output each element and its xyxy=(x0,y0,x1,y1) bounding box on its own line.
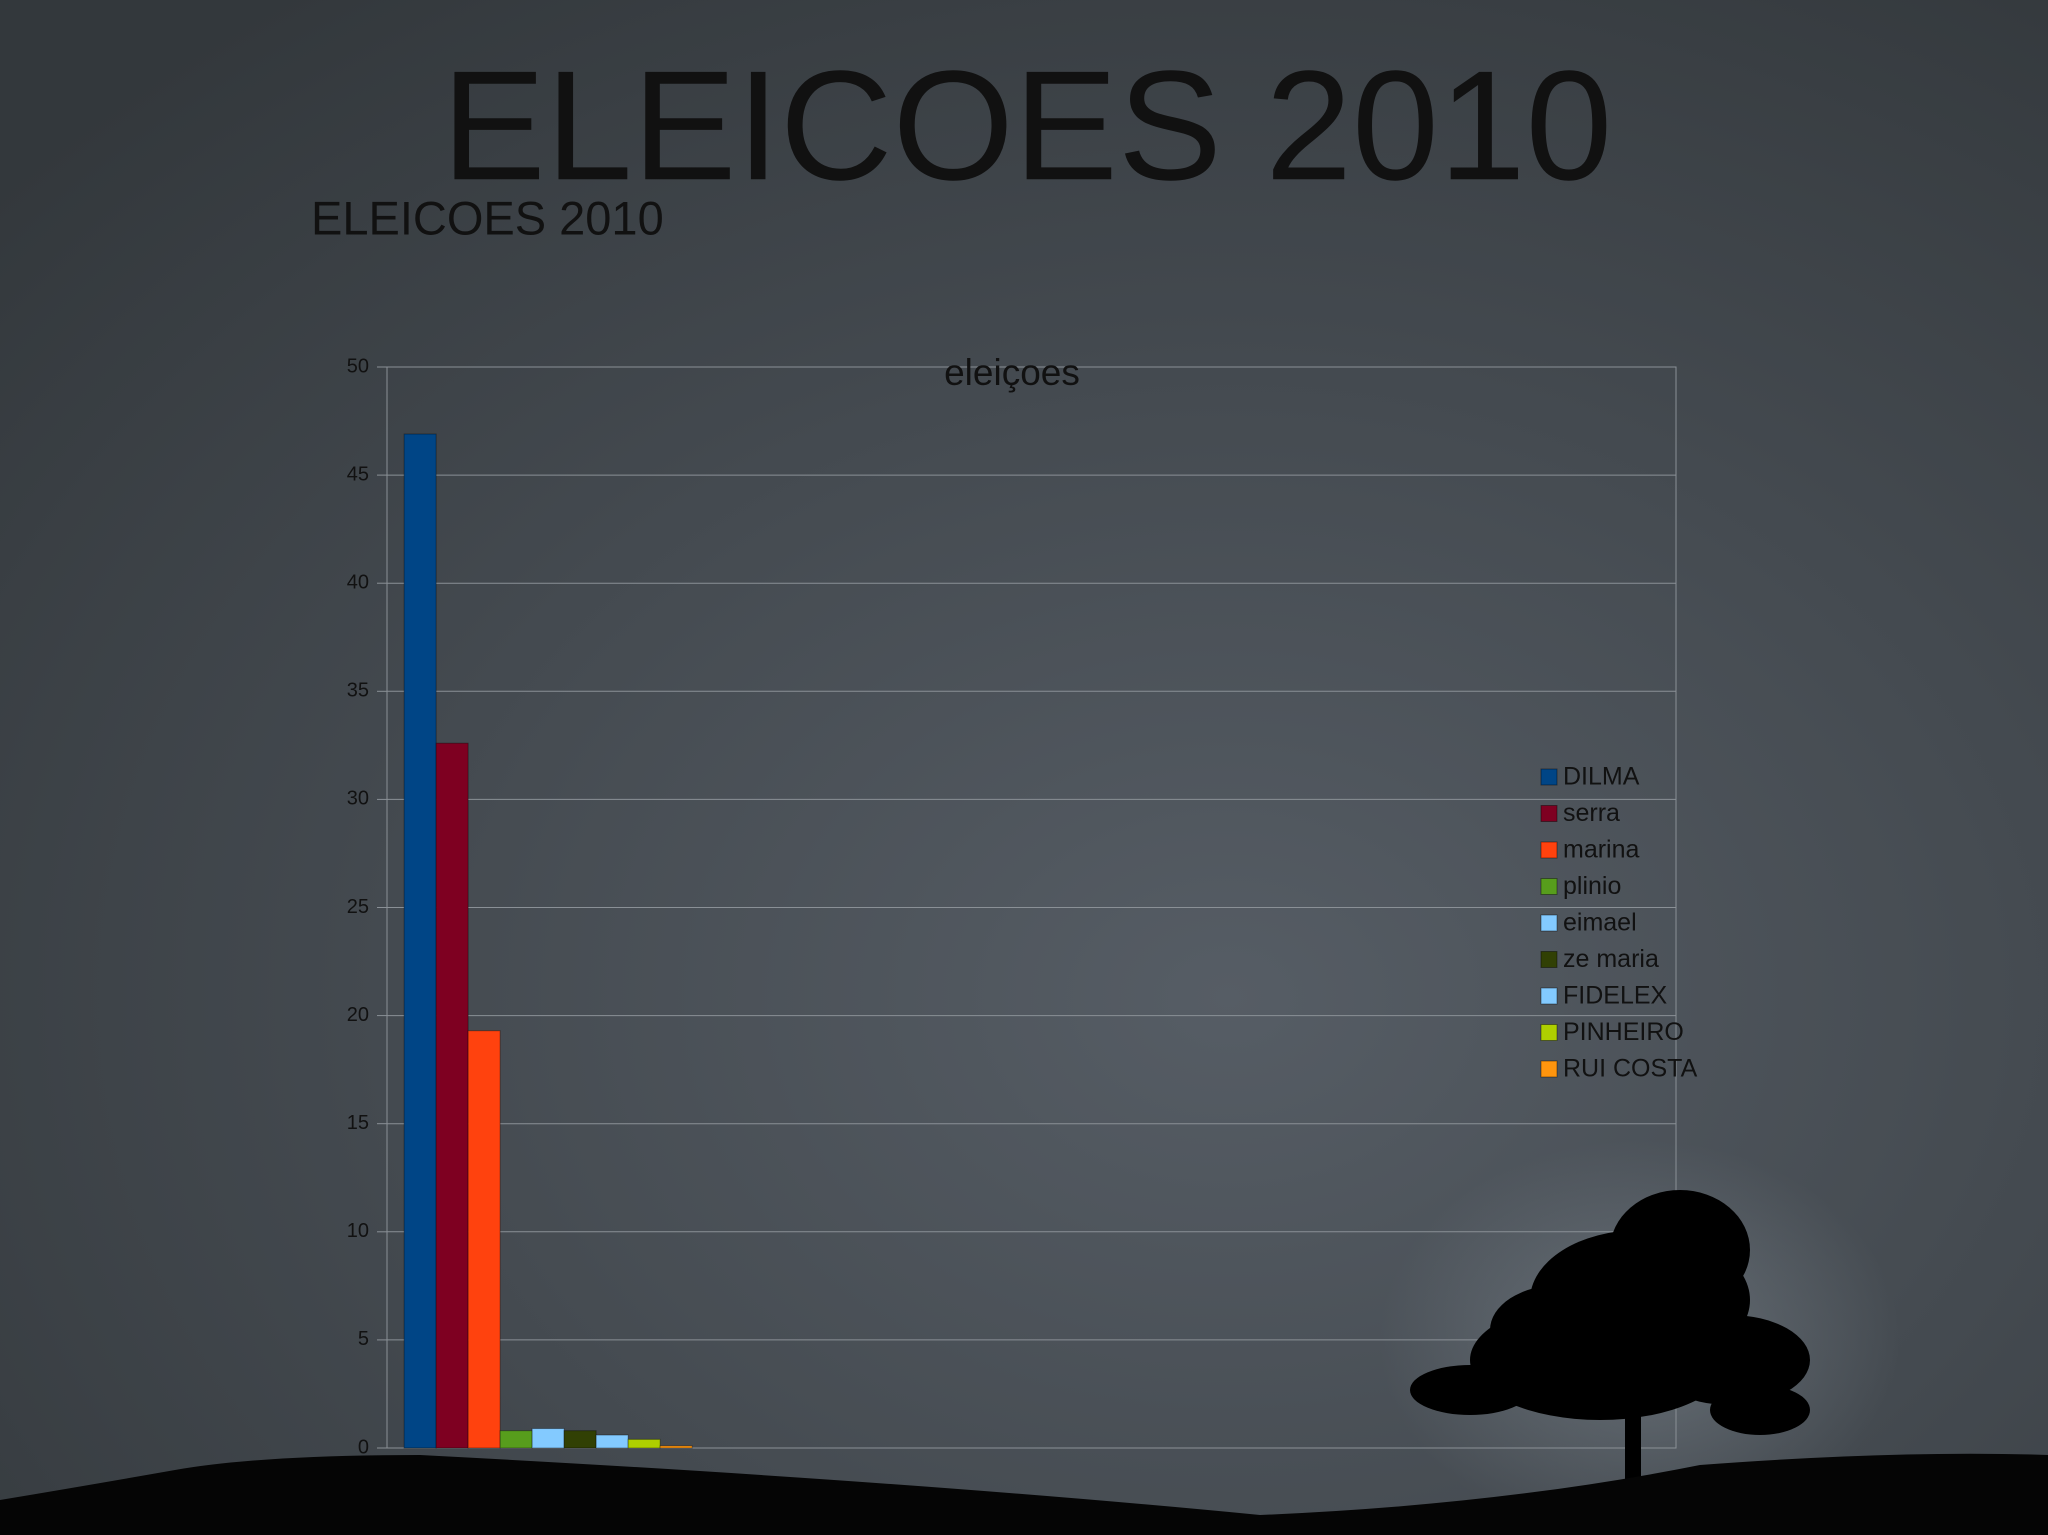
hill xyxy=(0,1453,2048,1535)
bar xyxy=(467,1030,501,1449)
legend-swatch xyxy=(1540,914,1558,932)
legend-swatch xyxy=(1540,987,1558,1005)
bar xyxy=(499,1430,533,1449)
y-tick-label: 20 xyxy=(347,1004,369,1026)
legend-swatch xyxy=(1540,1024,1558,1041)
chart-title: eleiçoes xyxy=(944,352,1080,393)
bar xyxy=(595,1434,629,1449)
y-tick-label: 0 xyxy=(358,1436,369,1458)
y-tick-label: 15 xyxy=(347,1112,369,1134)
legend-label: eimael xyxy=(1563,909,1637,937)
legend-label: serra xyxy=(1563,799,1620,827)
y-tick-label: 45 xyxy=(347,463,369,485)
plot-area: 0 5 10 15 20 25 30 35 40 45 50 DILMA serra marina plin… xyxy=(347,355,1698,1458)
tree xyxy=(1410,1190,1810,1480)
bar xyxy=(659,1445,693,1449)
bar xyxy=(435,742,469,1449)
legend-swatch xyxy=(1540,768,1558,786)
legend-label: ze maria xyxy=(1563,945,1659,973)
legend-swatch xyxy=(1540,878,1558,895)
slide-title: ELEICOES 2010 xyxy=(442,39,1613,213)
y-tick-label: 10 xyxy=(347,1220,369,1242)
legend-swatch xyxy=(1540,1060,1558,1078)
legend-swatch xyxy=(1540,841,1558,859)
y-tick-label: 35 xyxy=(347,680,369,702)
legend-label: DILMA xyxy=(1563,763,1640,791)
legend-label: FIDELEX xyxy=(1563,982,1668,1010)
legend-label: marina xyxy=(1563,836,1640,864)
y-tick-label: 25 xyxy=(347,896,369,918)
y-tick-label: 50 xyxy=(347,355,369,377)
y-tick-label: 5 xyxy=(358,1328,369,1350)
bar xyxy=(403,433,437,1449)
bar xyxy=(531,1428,565,1449)
y-tick-label: 40 xyxy=(347,571,369,593)
y-tick-label: 30 xyxy=(347,788,369,810)
bar xyxy=(563,1430,597,1449)
legend-label: RUI COSTA xyxy=(1563,1055,1698,1083)
legend-label: PINHEIRO xyxy=(1563,1018,1684,1046)
legend-swatch xyxy=(1540,951,1558,968)
subtitle: ELEICOES 2010 xyxy=(311,191,664,244)
legend-label: plinio xyxy=(1563,872,1621,900)
legend-swatch xyxy=(1540,805,1558,822)
bar xyxy=(627,1438,661,1449)
